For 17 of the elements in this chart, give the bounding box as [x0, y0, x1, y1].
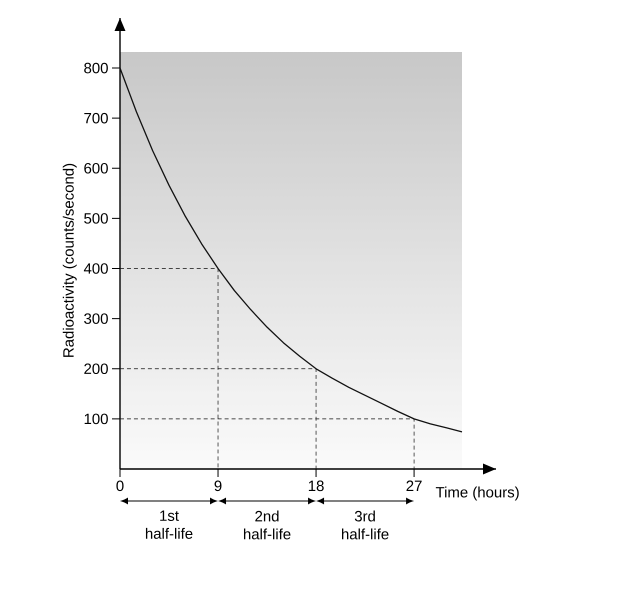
x-tick-label: 0 [116, 480, 124, 492]
y-axis-title: Radioactivity (counts/second) [62, 164, 77, 357]
x-tick-label: 27 [406, 480, 422, 491]
y-tick-label: 400 [84, 263, 108, 274]
x-axis-title: Time (hours) [436, 486, 519, 500]
text: 2nd half-life [244, 510, 290, 540]
y-tick-label: 700 [84, 112, 108, 124]
y-tick-label: 600 [84, 162, 108, 174]
text: 3rd half-life [342, 510, 388, 540]
text: 1st half-life [146, 510, 192, 539]
y-tick-label: 800 [84, 62, 108, 74]
x-tick-label: 9 [214, 480, 222, 492]
y-tick-label: 500 [84, 213, 108, 224]
y-tick-label: 100 [84, 414, 108, 424]
y-tick-label: 200 [84, 363, 108, 374]
x-tick-label: 18 [308, 480, 324, 492]
y-tick-label: 300 [84, 313, 108, 324]
